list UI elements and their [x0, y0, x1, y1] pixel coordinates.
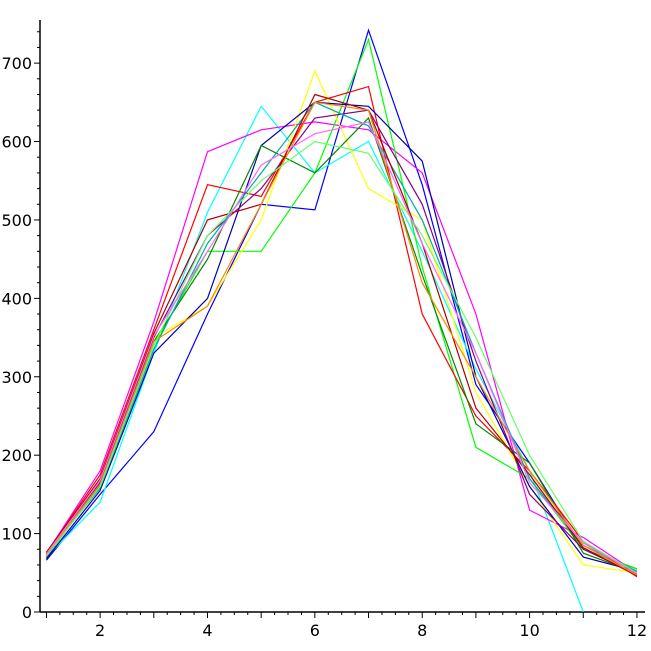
- series-line-13: [45, 140, 638, 574]
- series-line-1: [45, 28, 638, 570]
- series-line-11: [45, 93, 638, 577]
- y-tick-label: 500: [1, 211, 32, 230]
- series-line-10: [45, 101, 638, 572]
- x-tick-label: 12: [627, 621, 647, 640]
- y-tick-label: 600: [1, 133, 32, 152]
- x-tick-label: 6: [310, 621, 320, 640]
- x-tick-label: 8: [417, 621, 427, 640]
- y-tick-label: 400: [1, 289, 32, 308]
- x-tick-label: 2: [95, 621, 105, 640]
- series-line-3: [45, 121, 638, 574]
- y-tick-label: 200: [1, 446, 32, 465]
- series-group: [45, 28, 638, 613]
- series-line-2: [45, 105, 584, 613]
- y-tick-label: 300: [1, 368, 32, 387]
- x-tick-label: 10: [519, 621, 539, 640]
- y-tick-label: 0: [22, 603, 32, 622]
- series-line-12: [45, 101, 638, 576]
- x-tick-label: 4: [202, 621, 212, 640]
- y-tick-label: 700: [1, 54, 32, 73]
- series-line-7: [45, 101, 638, 572]
- tick-labels: 0 100 200 300 400 500 600 700 2 4 6 8 10 12: [1, 54, 647, 640]
- y-tick-label: 100: [1, 525, 32, 544]
- series-line-8: [45, 116, 638, 574]
- series-line-9: [45, 109, 638, 575]
- axes: [34, 20, 645, 618]
- series-line-14: [45, 121, 638, 575]
